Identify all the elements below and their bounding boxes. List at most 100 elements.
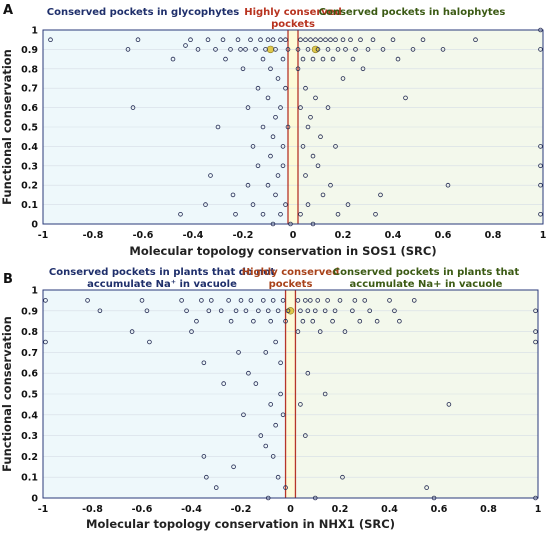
data-point	[300, 318, 306, 324]
plot-frame	[42, 289, 539, 499]
data-point	[268, 153, 273, 159]
data-point	[213, 485, 219, 490]
data-point	[312, 308, 318, 314]
data-point	[278, 360, 283, 366]
region-label-left: accumulate Na⁺ in vacuole	[87, 279, 237, 290]
data-point	[213, 47, 218, 52]
y-tick-label: 0.6	[21, 103, 38, 114]
data-point	[135, 37, 141, 42]
data-point	[298, 402, 303, 407]
data-point	[275, 474, 281, 480]
data-point	[260, 56, 266, 62]
data-point	[233, 212, 238, 217]
data-point	[43, 339, 48, 345]
x-tick-label: -0.2	[233, 230, 254, 241]
data-point	[280, 56, 286, 62]
data-point	[273, 422, 278, 428]
data-point	[305, 124, 311, 130]
data-point	[308, 115, 313, 120]
data-point	[374, 318, 380, 324]
region-label-right: Conserved pockets in plants that	[333, 267, 520, 278]
data-point	[345, 202, 351, 207]
x-axis-label: Molecular topology conservation in SOS1 …	[129, 244, 436, 258]
data-point	[228, 47, 233, 52]
data-point	[538, 27, 543, 33]
data-point	[228, 318, 234, 324]
y-tick-label: 1	[31, 286, 38, 297]
data-point	[179, 298, 184, 303]
data-point	[268, 402, 274, 407]
data-point	[360, 66, 366, 72]
data-point	[139, 298, 145, 303]
data-point	[295, 329, 301, 334]
data-point	[357, 318, 363, 324]
data-point	[411, 298, 417, 303]
data-point	[318, 37, 323, 42]
data-point	[330, 318, 335, 324]
data-point	[538, 144, 543, 149]
data-point	[533, 308, 538, 314]
data-point	[315, 298, 321, 303]
data-point	[248, 298, 254, 303]
data-point	[220, 37, 226, 42]
data-point	[335, 47, 341, 52]
data-point	[298, 212, 303, 217]
y-tick-label: 0.7	[21, 348, 38, 359]
data-point	[170, 56, 176, 62]
data-point	[295, 66, 301, 72]
x-tick-label: -0.2	[231, 504, 252, 515]
data-point	[538, 47, 543, 52]
data-point	[340, 37, 346, 42]
x-tick-label: 1	[535, 504, 542, 515]
y-tick-label: 0.2	[21, 181, 38, 192]
data-point	[273, 47, 278, 52]
y-tick-label: 0.5	[21, 123, 38, 134]
data-point	[283, 37, 288, 42]
highlight-point	[266, 45, 275, 54]
data-point	[310, 56, 316, 62]
data-point	[325, 47, 331, 52]
data-point	[250, 144, 256, 149]
x-tick-label: 0.2	[335, 230, 352, 241]
region-label-right: accumulate Na+ in vacuole	[350, 279, 503, 290]
x-tick-label: 0.6	[435, 230, 452, 241]
data-point	[275, 173, 281, 178]
data-point	[130, 105, 136, 110]
x-tick-label: 0.8	[485, 230, 502, 241]
data-point	[278, 212, 283, 217]
data-point	[410, 47, 416, 52]
data-point	[337, 298, 343, 303]
data-point	[273, 115, 278, 120]
data-point	[260, 212, 266, 217]
data-point	[312, 495, 318, 501]
data-point	[352, 298, 358, 303]
data-point	[285, 47, 291, 52]
data-point	[538, 182, 543, 188]
data-point	[350, 56, 356, 62]
data-point	[238, 47, 243, 52]
data-point	[263, 350, 269, 355]
data-point	[209, 298, 214, 303]
data-point	[332, 308, 338, 314]
data-point	[278, 37, 283, 42]
data-point	[268, 318, 274, 324]
data-point	[203, 202, 208, 207]
data-point	[322, 391, 328, 397]
data-point	[265, 95, 271, 101]
data-point	[231, 464, 236, 470]
data-point	[307, 298, 313, 303]
region-label-center: Highly conserved	[242, 267, 340, 278]
data-point	[298, 105, 303, 110]
data-point	[218, 308, 224, 314]
data-point	[273, 192, 278, 198]
data-point	[243, 308, 249, 314]
data-point	[48, 37, 53, 42]
data-point	[273, 339, 278, 345]
data-point	[125, 47, 131, 52]
data-point	[303, 37, 308, 42]
data-point	[310, 318, 316, 324]
data-point	[206, 308, 212, 314]
data-point	[245, 105, 251, 110]
data-point	[303, 433, 308, 438]
data-point	[195, 47, 201, 52]
